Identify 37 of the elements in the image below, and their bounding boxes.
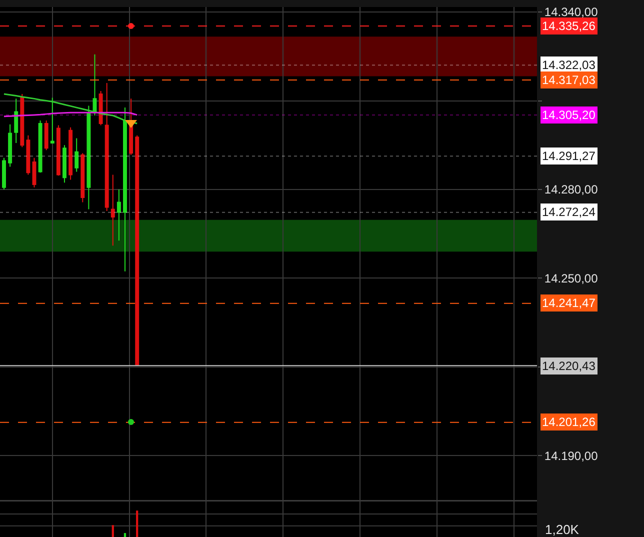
candlestick: [116, 188, 121, 242]
ref-line-label: 14.322,03: [542, 58, 596, 72]
ref-line-label: 14.201,26: [542, 415, 596, 429]
y-tick-label: 14.340,00: [544, 5, 598, 20]
ref-line-label: 14.220,43: [542, 359, 596, 373]
candlestick: [86, 105, 91, 210]
candlestick: [32, 157, 36, 188]
candlestick: [50, 97, 54, 144]
ref-line-label: 14.305,20: [542, 108, 596, 122]
ref-line-label: 14.241,47: [542, 296, 596, 310]
candlestick: [20, 93, 24, 148]
y-tick-label: 14.280,00: [544, 182, 598, 197]
candlestick: [8, 124, 12, 168]
candlestick: [68, 126, 73, 180]
candlestick: [129, 98, 134, 156]
ref-line-label: 14.291,27: [542, 149, 596, 163]
text: 1,20K: [545, 522, 580, 537]
candlestick: [80, 152, 85, 203]
candlestick: [56, 124, 60, 176]
candlestick: [135, 134, 140, 366]
candlestick: [2, 157, 6, 190]
ref-line-label: 14.335,26: [542, 19, 596, 33]
candlestick: [38, 120, 42, 174]
candlestick: [98, 90, 103, 126]
candlestick: [110, 174, 115, 246]
ref-line-label: 14.317,03: [542, 73, 596, 87]
y-tick-label: 14.250,00: [544, 271, 598, 286]
candlestick: [62, 144, 66, 184]
y-tick-label: 14.190,00: [544, 448, 598, 463]
candlestick: [14, 98, 18, 144]
candlestick: [26, 134, 30, 176]
candlestick: [74, 138, 79, 172]
candlestick: [44, 120, 48, 151]
candlestick: [104, 82, 109, 212]
ref-line-label: 14.272,24: [542, 205, 596, 219]
candlestick: [92, 54, 97, 116]
candlestick: [123, 107, 127, 272]
